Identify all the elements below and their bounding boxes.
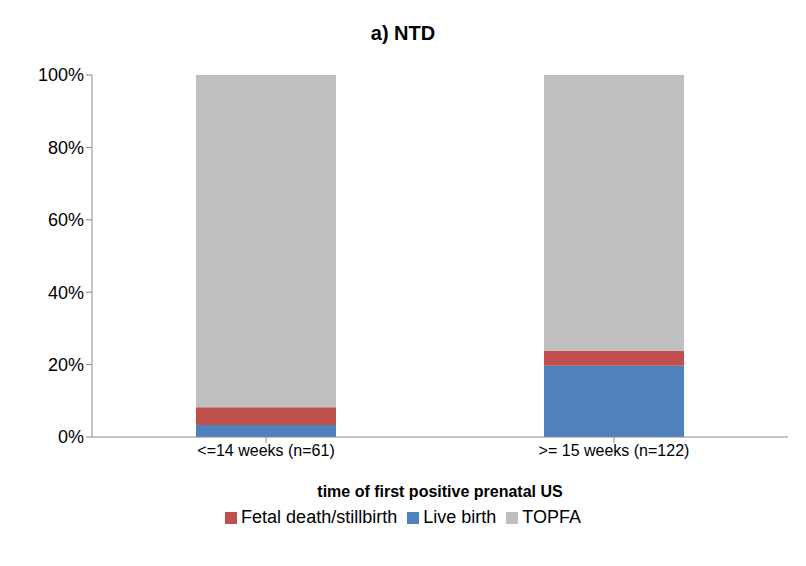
html-text:Live birth: Live birth [423,507,497,527]
svg-text:<=14 weeks (n=61): <=14 weeks (n=61) [197,442,334,459]
html-text:a) NTD: a) NTD [370,22,436,44]
svg-text:60%: 60% [48,210,84,230]
html-text:Fetal death/stillbirth: Fetal death/stillbirth [241,507,398,527]
svg-text:0%: 0% [58,427,84,447]
svg-text:time of first positive prenata: time of first positive prenatal US [317,483,563,500]
svg-text:>= 15 weeks (n=122): >= 15 weeks (n=122) [539,442,690,459]
html-text:TOPFA: TOPFA [522,507,581,527]
svg-text:40%: 40% [48,283,84,303]
svg-text:80%: 80% [48,138,84,158]
svg-text:20%: 20% [48,355,84,375]
svg-text:100%: 100% [38,65,84,85]
